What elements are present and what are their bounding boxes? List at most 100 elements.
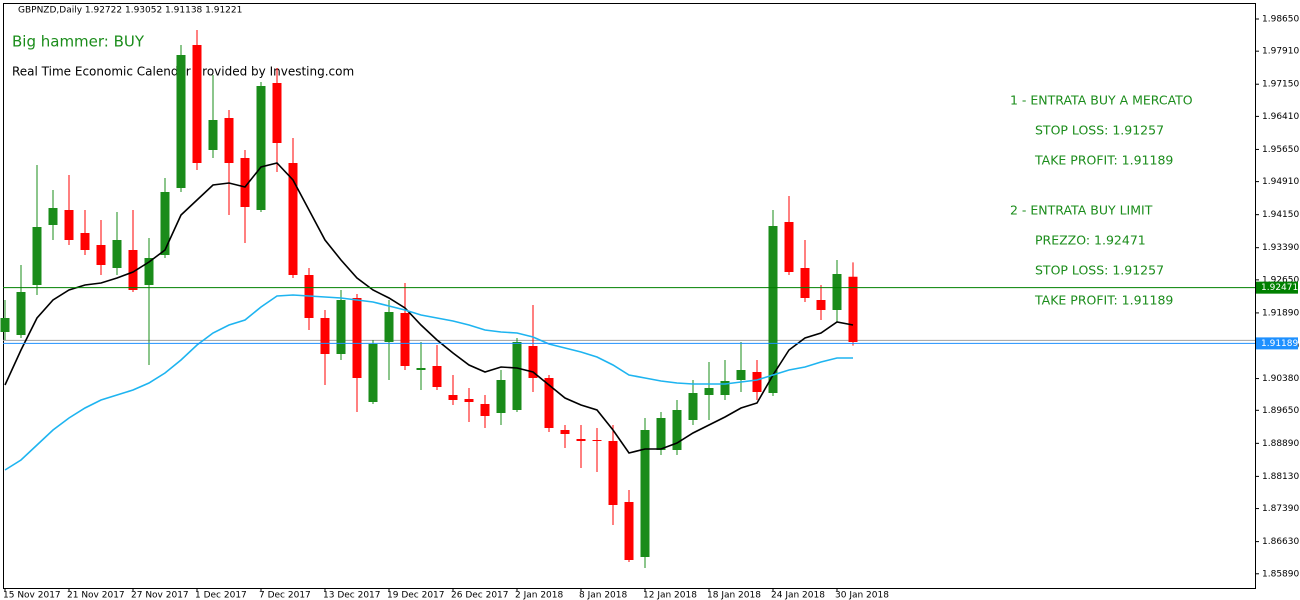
x-tick-label: 24 Jan 2018: [771, 591, 825, 600]
candle-body: [848, 276, 858, 342]
chart-title: GBPNZD,Daily 1.92722 1.93052 1.91138 1.9…: [18, 6, 242, 16]
signal-text: PREZZO: 1.92471: [1035, 233, 1146, 248]
x-tick-label: 2 Jan 2018: [515, 591, 563, 600]
x-tick-label: 8 Jan 2018: [579, 591, 627, 600]
candle-body: [336, 300, 346, 354]
candle-body: [752, 372, 762, 392]
candle-body: [176, 55, 186, 188]
candle-body: [224, 118, 234, 163]
candle-body: [544, 378, 554, 428]
candle-body: [480, 404, 490, 416]
signal-text: STOP LOSS: 1.91257: [1035, 263, 1164, 278]
x-tick-label: 19 Dec 2017: [387, 591, 445, 600]
y-tick-label: 1.85890: [1262, 569, 1299, 579]
candle-body: [656, 418, 666, 450]
price-label: 1.91189: [1261, 339, 1298, 349]
x-tick-label: 7 Dec 2017: [259, 591, 311, 600]
y-tick-label: 1.89650: [1262, 406, 1299, 416]
y-tick-label: 1.93390: [1262, 243, 1299, 253]
y-tick-label: 1.95650: [1262, 145, 1299, 155]
signal-text: STOP LOSS: 1.91257: [1035, 123, 1164, 138]
pattern-annotation: Big hammer: BUY: [12, 33, 145, 51]
candle-body: [720, 381, 730, 395]
candle-body: [320, 318, 330, 354]
candle-body: [384, 312, 394, 342]
candle-body: [432, 366, 442, 387]
candle-body: [704, 388, 714, 395]
y-tick-label: 1.94910: [1262, 177, 1299, 187]
y-tick-label: 1.97150: [1262, 80, 1299, 90]
candle-body: [112, 240, 122, 268]
x-tick-label: 26 Dec 2017: [451, 591, 509, 600]
candle-body: [96, 245, 106, 265]
candle-body: [48, 208, 58, 225]
x-tick-label: 18 Jan 2018: [707, 591, 761, 600]
y-tick-label: 1.88130: [1262, 472, 1299, 482]
y-tick-label: 1.97910: [1262, 47, 1299, 57]
x-tick-label: 21 Nov 2017: [67, 591, 125, 600]
candle-body: [576, 439, 586, 441]
x-tick-label: 12 Jan 2018: [643, 591, 697, 600]
candle-body: [192, 45, 202, 163]
candle-body: [352, 298, 362, 378]
candle-body: [672, 410, 682, 450]
candle-body: [80, 233, 90, 250]
candle-body: [768, 226, 778, 393]
candle-body: [800, 268, 810, 298]
candle-body: [624, 502, 634, 560]
candle-body: [240, 158, 250, 207]
candle-body: [816, 300, 826, 310]
x-tick-label: 15 Nov 2017: [3, 591, 61, 600]
candle-body: [368, 344, 378, 402]
candle-body: [640, 430, 650, 557]
candle-body: [144, 258, 154, 285]
candle-body: [288, 163, 298, 275]
candle-body: [448, 395, 458, 400]
y-tick-label: 1.98650: [1262, 15, 1299, 25]
candle-body: [736, 370, 746, 380]
signal-text: TAKE PROFIT: 1.91189: [1034, 153, 1173, 168]
candle-body: [16, 292, 26, 335]
candle-body: [64, 210, 74, 240]
plot-frame: [3, 3, 1256, 589]
candle-body: [592, 440, 602, 441]
candle-body: [128, 250, 138, 290]
candle-body: [160, 192, 170, 255]
candle-body: [832, 274, 842, 310]
moving-average: [4, 294, 853, 471]
candle-body: [512, 342, 522, 410]
candle-body: [256, 86, 266, 210]
price-label-box: [1256, 337, 1298, 350]
price-label: 1.92471: [1261, 283, 1298, 293]
signal-text: TAKE PROFIT: 1.91189: [1034, 293, 1173, 308]
price-label-box: [1256, 281, 1298, 294]
candle-body: [528, 346, 538, 378]
signal-text: 2 - ENTRATA BUY LIMIT: [1010, 203, 1153, 218]
x-tick-label: 13 Dec 2017: [323, 591, 381, 600]
y-tick-label: 1.94150: [1262, 210, 1299, 220]
x-tick-label: 27 Nov 2017: [131, 591, 189, 600]
candle-body: [560, 430, 570, 434]
candle-body: [272, 83, 282, 143]
x-tick-label: 30 Jan 2018: [835, 591, 889, 600]
candle-body: [208, 120, 218, 150]
candle-body: [0, 318, 10, 332]
candle-body: [32, 227, 42, 285]
candle-body: [496, 380, 506, 413]
y-tick-label: 1.88890: [1262, 439, 1299, 449]
candle-body: [464, 399, 474, 402]
candle-body: [688, 393, 698, 420]
y-tick-label: 1.92650: [1262, 275, 1299, 285]
y-tick-label: 1.86630: [1262, 537, 1299, 547]
y-tick-label: 1.87390: [1262, 504, 1299, 514]
y-tick-label: 1.90380: [1262, 374, 1299, 384]
y-tick-label: 1.91890: [1262, 308, 1299, 318]
moving-average: [4, 162, 854, 454]
x-tick-label: 1 Dec 2017: [195, 591, 247, 600]
candle-body: [608, 441, 618, 505]
candle-body: [784, 222, 794, 272]
signal-text: 1 - ENTRATA BUY A MERCATO: [1010, 93, 1193, 108]
y-tick-label: 1.96410: [1262, 112, 1299, 122]
candle-body: [400, 313, 410, 366]
